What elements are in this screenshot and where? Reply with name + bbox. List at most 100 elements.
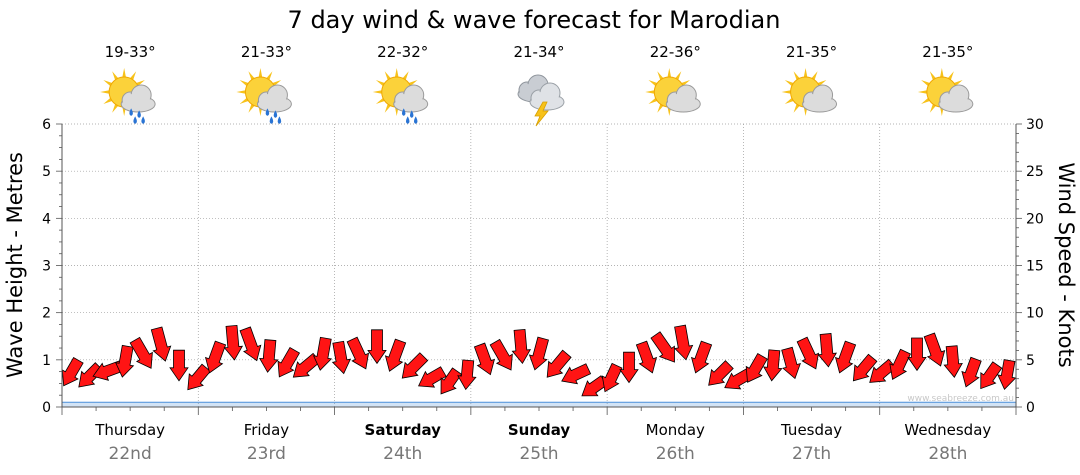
wind-arrow [650, 331, 675, 363]
y-tick-label: 6 [42, 117, 51, 133]
wind-arrow [401, 352, 429, 379]
wind-arrow [997, 359, 1017, 390]
y2-tick-label: 10 [1026, 306, 1044, 322]
wind-arrow [367, 329, 387, 365]
wind-arrow [852, 353, 878, 382]
sun-cloud-icon [917, 68, 974, 116]
wind-arrow [961, 356, 982, 388]
day-temp-range: 22-36° [650, 43, 701, 61]
wind-arrow [346, 336, 370, 370]
wind-arrow [923, 332, 946, 367]
wind-arrow [561, 363, 592, 385]
y2-axis-title: Wind Speed - Knots [1054, 162, 1078, 367]
wind-arrow [745, 353, 768, 383]
watermark: www.seabreeze.com.au [907, 394, 1014, 404]
day-name-label: Friday [244, 421, 290, 439]
wind-arrow [457, 359, 477, 391]
wind-arrow [277, 346, 301, 378]
wind-arrow [78, 362, 104, 388]
storm-cloud-icon [517, 74, 565, 127]
wind-arrow [635, 340, 658, 374]
wind-arrow [763, 349, 783, 382]
day-date-label: 25th [519, 444, 558, 464]
wind-arrow [473, 342, 495, 376]
y2-tick-label: 15 [1026, 259, 1044, 275]
day-temp-range: 21-35° [786, 43, 837, 61]
wind-arrow [489, 338, 513, 371]
y2-tick-label: 25 [1026, 164, 1044, 180]
wind-arrow [169, 349, 189, 382]
wind-arrow [204, 340, 227, 374]
plot-axes [56, 123, 1022, 415]
wind-arrow [259, 339, 279, 373]
plot-grid [62, 123, 1016, 407]
wind-arrow [781, 346, 801, 380]
day-name-label: Tuesday [780, 421, 842, 439]
y-tick-label: 4 [42, 211, 51, 227]
wind-arrow [889, 348, 911, 381]
sun-cloud-icon [645, 68, 701, 116]
wind-arrow [690, 340, 713, 374]
wind-arrow [907, 337, 927, 372]
sun-cloud-rain-icon [372, 68, 429, 124]
wind-arrow [331, 340, 352, 375]
wind-arrow [239, 326, 262, 362]
day-temp-range: 21-35° [922, 43, 973, 61]
y-tick-label: 5 [42, 164, 51, 180]
wind-arrow [187, 363, 211, 391]
y2-tick-label: 30 [1026, 117, 1044, 133]
wind-arrow [384, 338, 407, 372]
wind-arrow [292, 352, 321, 378]
day-temp-range: 21-34° [513, 43, 564, 61]
y2-tick-label: 0 [1026, 400, 1035, 416]
chart-title: 7 day wind & wave forecast for Marodian [288, 6, 781, 34]
wind-arrow [546, 349, 572, 378]
day-temp-range: 22-32° [377, 43, 428, 61]
wind-arrow [129, 336, 153, 369]
day-name-label: Thursday [94, 421, 165, 439]
wind-arrow [150, 326, 172, 362]
day-date-label: 26th [656, 444, 695, 464]
y-tick-label: 1 [42, 353, 51, 369]
wind-arrow [528, 336, 549, 371]
wind-arrow [511, 328, 532, 365]
wind-arrows [61, 324, 1017, 397]
day-date-label: 27th [792, 444, 831, 464]
wind-arrow [581, 375, 608, 397]
sun-cloud-rain-icon [100, 68, 156, 124]
wind-arrow [92, 360, 124, 381]
wind-arrow [817, 333, 837, 368]
y-tick-label: 0 [42, 400, 51, 416]
wind-arrow [61, 356, 84, 387]
y2-tick-label: 5 [1026, 353, 1035, 369]
wind-arrow [601, 362, 623, 393]
y2-axis-ticks: 0 5 10 15 20 25 30 [1026, 117, 1044, 416]
day-date-label: 28th [928, 444, 967, 464]
wind-arrow [223, 324, 244, 361]
y-axis-ticks: 0 1 2 3 4 5 6 [42, 117, 51, 416]
sun-cloud-icon [781, 68, 838, 116]
wave-area [61, 401, 1017, 408]
y2-tick-label: 20 [1026, 211, 1044, 227]
day-name-label: Sunday [508, 421, 571, 439]
wind-arrow [724, 368, 753, 390]
day-name-label: Wednesday [904, 421, 991, 439]
y-tick-label: 2 [42, 306, 51, 322]
wind-arrow [796, 336, 820, 370]
wind-arrow [619, 351, 639, 384]
wind-arrow [312, 336, 333, 371]
wind-arrow [418, 366, 447, 388]
wind-arrow [980, 361, 1003, 390]
y-tick-label: 3 [42, 259, 51, 275]
wind-arrow [440, 367, 463, 395]
day-columns: 19-33° Thursday 22nd 21-33° Friday 23rd 22-32°… [94, 43, 991, 464]
sun-cloud-rain-icon [236, 68, 292, 124]
day-name-label: Monday [646, 421, 705, 439]
day-date-label: 24th [383, 444, 422, 464]
wind-arrow [869, 358, 897, 383]
day-name-label: Saturday [365, 421, 442, 439]
wind-arrow [834, 340, 857, 374]
day-temp-range: 19-33° [105, 43, 156, 61]
wave-height-area [61, 401, 1017, 408]
